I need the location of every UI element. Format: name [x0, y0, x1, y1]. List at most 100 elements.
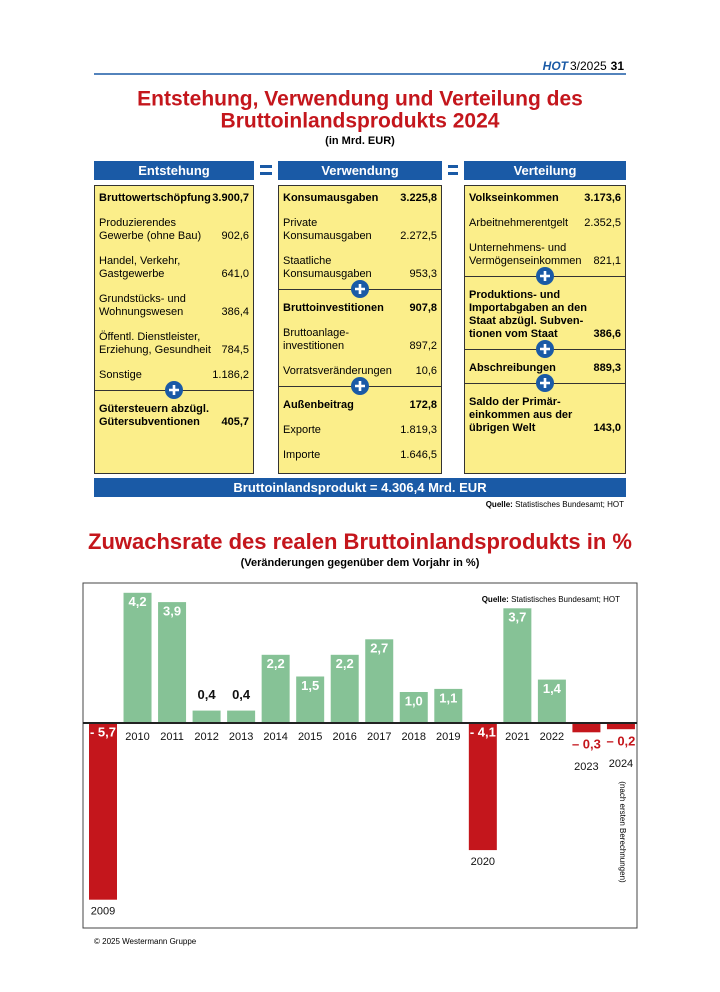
label-line: Arbeitnehmerentgelt: [469, 217, 569, 229]
bar: [503, 608, 532, 723]
value-label: 1,0: [405, 693, 423, 708]
item-value: 897,2: [409, 340, 437, 352]
item-label: Gütersteuern abzügl. Gütersubventionen: [99, 403, 209, 429]
x-tick-label: 2011: [160, 731, 184, 743]
bar: [572, 723, 601, 733]
item-value: 821,1: [593, 255, 621, 267]
x-tick-label: 2012: [194, 731, 218, 743]
group-head: Bruttoinvestitionen 907,8: [283, 302, 437, 315]
label-line: übrigen Welt: [469, 422, 536, 434]
diagram-total: Bruttoinlandsprodukt = 4.306,4 Mrd. EUR: [94, 478, 626, 497]
value-label: 3,9: [163, 604, 181, 619]
page-number: 31: [611, 59, 625, 73]
item-value: 641,0: [221, 268, 249, 280]
x-tick-label: 2010: [125, 731, 149, 743]
item-label: Konsumausgaben: [283, 192, 378, 205]
label-line: Bruttoanlage-: [283, 327, 350, 339]
value-label: 4,2: [128, 594, 146, 609]
group-head: Saldo der Primär-einkommen aus der übrige…: [469, 396, 621, 435]
label-line: einkommen aus der: [469, 409, 573, 421]
label-line: Vorratsveränderungen: [283, 365, 392, 377]
bar: [468, 723, 497, 851]
item-value: 386,4: [221, 306, 249, 318]
item-value: 889,3: [593, 362, 621, 374]
label-line: Staatliche: [283, 255, 332, 267]
item-label: Abschreibungen: [469, 362, 556, 375]
group: Produktions- und Importabgaben an den Staa…: [465, 267, 625, 349]
chart-frame: [82, 582, 638, 929]
column-box: Volkseinkommen 3.173,6 Arbeitnehmerentgelt…: [464, 185, 626, 474]
bar: [227, 710, 256, 723]
item-label: Importe: [283, 449, 320, 462]
source: Statistisches Bundesamt; HOT: [515, 500, 624, 509]
plus-icon: [536, 340, 554, 358]
item-value: 953,3: [409, 268, 437, 280]
group-item: Unternehmens- und Vermögenseinkommen 821,1: [469, 242, 621, 268]
plus-sign: [355, 284, 365, 294]
label-line: Produzierendes: [99, 217, 177, 229]
item-label: Bruttoanlage-investitionen: [283, 327, 349, 353]
group-item: Exporte 1.819,3: [283, 424, 437, 437]
group-item: Handel, Verkehr, Gastgewerbe 641,0: [99, 255, 249, 281]
label-line: Sonstige: [99, 369, 142, 381]
group: Gütersteuern abzügl. Gütersubventionen 405…: [95, 381, 253, 473]
item-label: Sonstige: [99, 369, 142, 382]
item-value: 2.272,5: [400, 230, 437, 242]
bar: [606, 723, 635, 730]
item-label: Öffentl. Dienstleister, Erziehung, Gesund…: [99, 331, 211, 357]
label-line: Konsumausgaben: [283, 268, 372, 280]
item-label: Vorratsveränderungen: [283, 365, 392, 378]
label-line: Handel, Verkehr,: [99, 255, 181, 267]
value-label: - 5,7: [90, 724, 116, 739]
value-label: 0,4: [198, 687, 217, 702]
group-head: Konsumausgaben 3.225,8: [283, 192, 437, 205]
item-label: Exporte: [283, 424, 321, 437]
equals-sign: [260, 165, 272, 175]
source-label: Quelle:: [482, 595, 509, 604]
label-line: Saldo der Primär-: [469, 396, 561, 408]
x-tick-label: 2018: [402, 731, 426, 743]
x-tick-label: 2020: [471, 856, 495, 868]
group: Bruttowertschöpfung 3.900,7 Produzierendes…: [95, 186, 253, 390]
value-label: 1,5: [301, 678, 319, 693]
value-label: – 0,3: [572, 737, 601, 752]
diagram-title: Bruttoinlandsprodukts 2024: [221, 110, 500, 133]
item-value: 3.225,8: [400, 192, 437, 204]
diagram-column: Verteilung Volkseinkommen 3.173,6 Arbeitneh…: [464, 161, 626, 474]
diagram-subtitle: (in Mrd. EUR): [325, 135, 395, 147]
label-line: Gewerbe (ohne Bau): [99, 230, 202, 242]
plus-sign: [540, 378, 550, 388]
value-label: 2,7: [370, 641, 388, 656]
item-value: 784,5: [221, 344, 249, 356]
bar: [365, 639, 394, 723]
label-line: Exporte: [283, 424, 321, 436]
value-label: - 4,1: [470, 724, 496, 739]
value-label: 2,2: [267, 656, 285, 671]
group: Außenbeitrag 172,8 Exporte 1.819,3 Importe 1.…: [279, 377, 441, 473]
value-label: 3,7: [508, 610, 526, 625]
plus-sign: [169, 385, 179, 395]
bar: [537, 679, 566, 723]
plus-icon: [536, 267, 554, 285]
group: Volkseinkommen 3.173,6 Arbeitnehmerentgelt…: [465, 186, 625, 276]
diagram-title: Entstehung, Verwendung und Verteilung de…: [137, 88, 583, 111]
group: Abschreibungen 889,3: [465, 340, 625, 383]
group-head: Gütersteuern abzügl. Gütersubventionen 405…: [99, 403, 249, 429]
x-tick-label: 2009: [91, 906, 115, 918]
item-value: 1.819,3: [400, 424, 437, 436]
group-item: Importe 1.646,5: [283, 449, 437, 462]
item-value: 386,6: [593, 328, 621, 340]
bar: [123, 592, 152, 723]
label-line: Konsumausgaben: [283, 230, 372, 242]
item-label: Produzierendes Gewerbe (ohne Bau): [99, 217, 201, 243]
label-line: Vermögenseinkommen: [469, 255, 582, 267]
group-head: Volkseinkommen 3.173,6: [469, 192, 621, 205]
group-head: Außenbeitrag 172,8: [283, 399, 437, 412]
bar: [330, 654, 359, 723]
plus-sign: [540, 344, 550, 354]
x-tick-label: 2023: [574, 761, 598, 773]
bar: [261, 654, 290, 723]
group-head: Abschreibungen 889,3: [469, 362, 621, 375]
x-tick-label: 2015: [298, 731, 322, 743]
label-line: Importe: [283, 449, 321, 461]
